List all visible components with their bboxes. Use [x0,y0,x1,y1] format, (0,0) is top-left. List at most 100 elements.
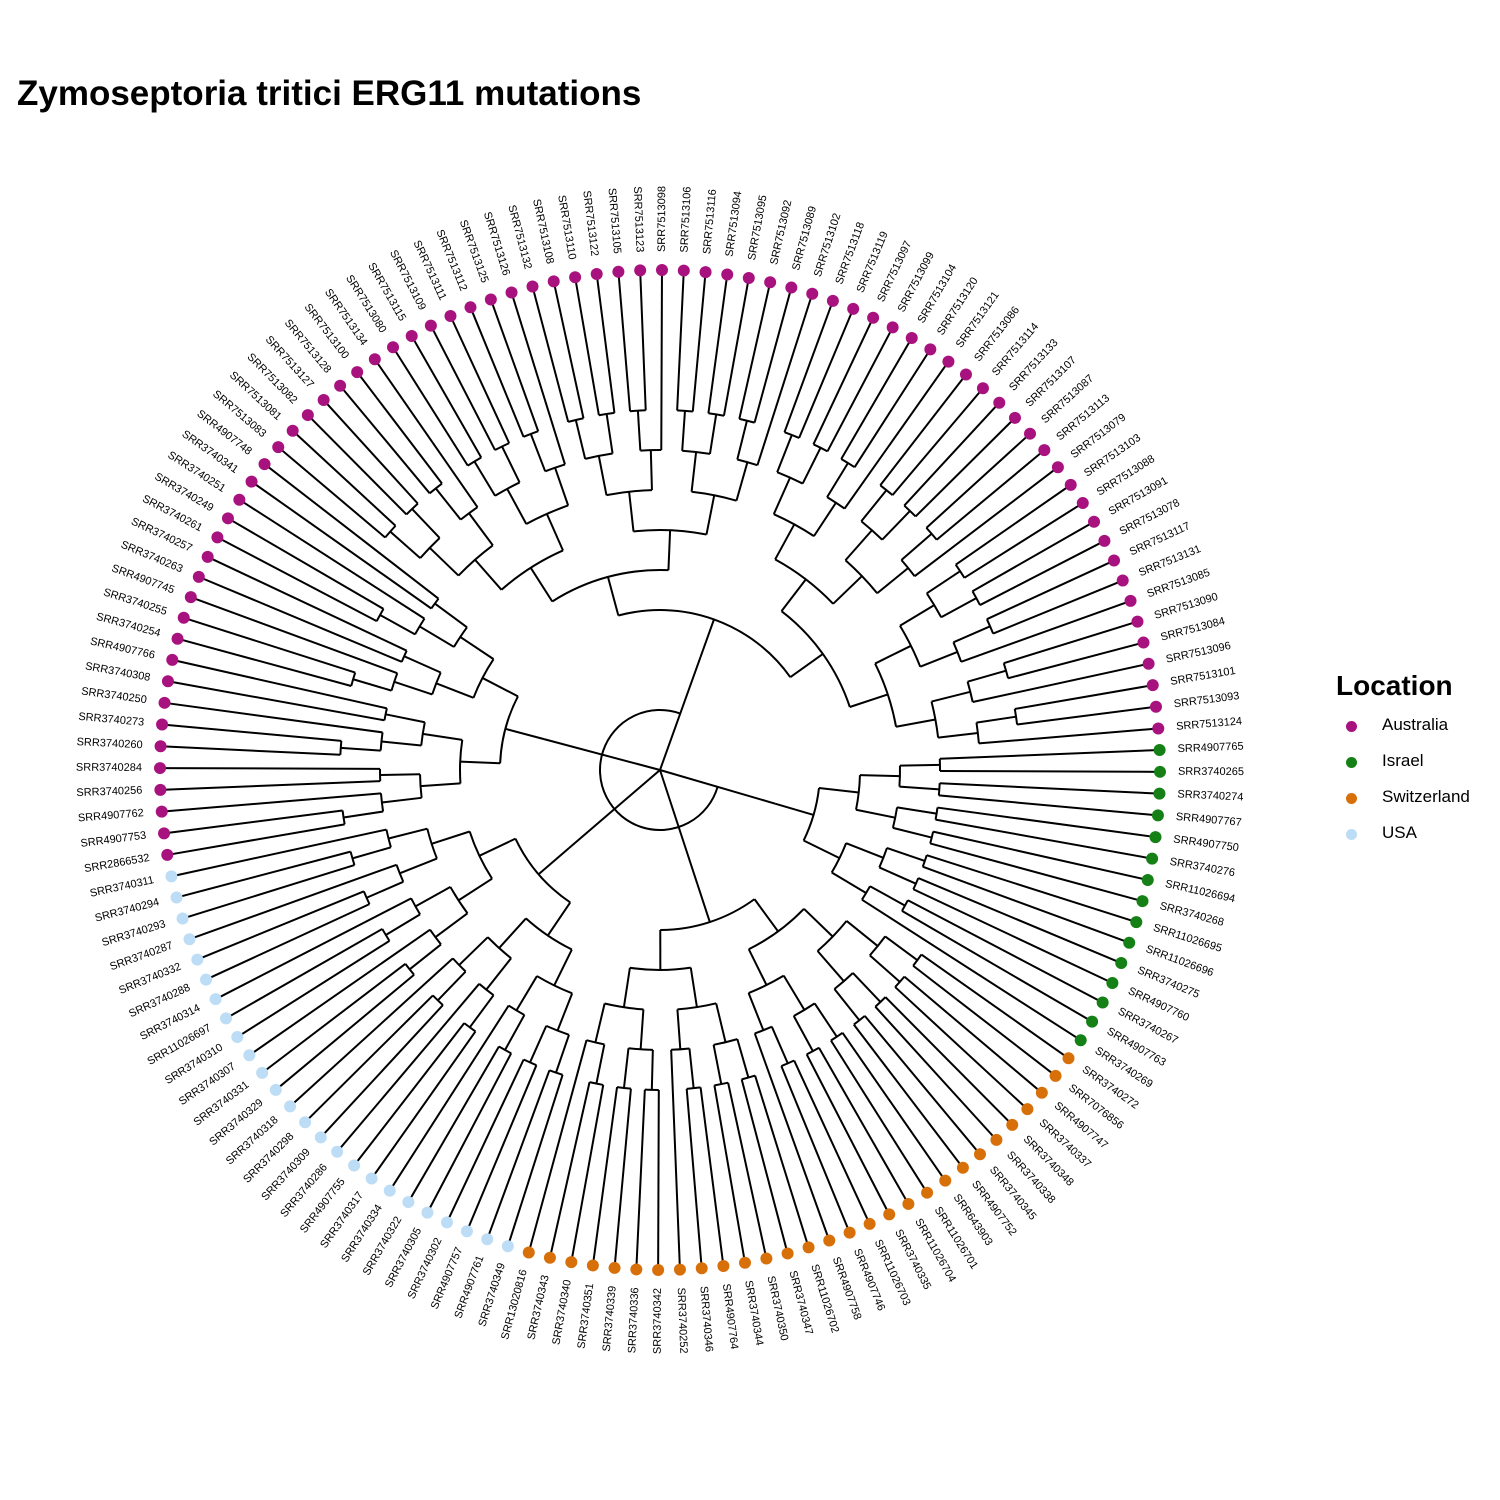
tip-point [1038,444,1051,457]
internal-branch [689,967,698,1008]
clade-arc [894,975,906,988]
tip-branch [925,432,1031,529]
internal-branch [385,713,425,724]
tip-branch [159,767,381,770]
tip-branch [753,287,793,423]
tip-point [243,1049,256,1062]
tip-label: SRR7513093 [1173,690,1240,710]
legend-item-australia: Australia [1336,712,1453,748]
tip-label: SRR11026694 [1164,878,1236,905]
clade-arc [523,1058,537,1067]
clade-arc [525,504,569,525]
tip-point [1074,1034,1087,1047]
tip-branch [489,299,540,432]
tip-branch [205,903,370,981]
tip-branch [738,282,772,420]
internal-branch [409,943,442,971]
tip-label: SRR3740343 [525,1274,551,1341]
internal-branch [554,467,570,506]
tip-point [272,441,285,454]
clade-arc [420,722,426,746]
tip-label: SRR3740252 [675,1287,690,1353]
internal-branch [690,451,698,492]
clade-arc [874,663,898,727]
clade-arc [349,851,356,866]
tip-branch [215,897,412,1001]
tip-point [764,276,777,289]
tip-branch [635,1089,646,1270]
tip-branch [446,1059,525,1223]
tip-label: SRR3740350 [764,1275,790,1342]
tip-point [154,740,167,753]
clade-arc [966,681,974,703]
internal-branch [860,489,888,522]
internal-branch [498,917,527,949]
tip-point [301,409,314,422]
internal-branch [379,614,416,636]
internal-branch [940,597,977,619]
internal-branch [792,1015,814,1052]
internal-branch [468,994,495,1028]
tip-point [959,368,972,381]
tip-branch [469,306,525,438]
clade-arc [589,1081,604,1086]
tip-branch [914,417,1016,518]
internal-branch [555,1034,570,1073]
tip-branch [853,1023,964,1169]
internal-branch [782,975,806,1011]
clade-arc [776,471,804,485]
internal-branch [437,970,467,1002]
internal-branch [852,972,882,1003]
clade-arc [874,996,887,1008]
tip-point [158,827,171,840]
tip-point [1049,1069,1062,1082]
tip-branch [167,680,385,722]
tip-label: SRR7513106 [679,186,694,253]
tip-point [1141,874,1154,887]
tip-branch [884,996,1013,1126]
tip-point [158,696,171,709]
legend-swatch-usa [1346,829,1357,840]
tip-point [184,591,197,604]
tip-point [526,280,539,293]
tip-branch [660,269,663,451]
tip-point [902,1197,915,1210]
tip-branch [912,888,1113,984]
legend-label-israel: Israel [1382,751,1424,770]
tip-point [314,1131,327,1144]
tip-point [823,1234,836,1247]
tip-label: SRR3740344 [742,1279,765,1346]
tip-point [921,1186,934,1199]
tip-point [269,1083,282,1096]
clade-arc [383,708,388,721]
tip-point [1064,478,1077,491]
tip-branch [388,1005,510,1192]
tip-point [191,953,204,966]
tip-point [334,379,347,392]
tip-branch [707,274,729,414]
tip-point [1152,722,1165,735]
tip-label: SRR7513101 [1169,665,1236,688]
tip-point [387,341,400,354]
tip-point [1108,554,1121,567]
tip-branch [920,953,1070,1060]
internal-branch [869,885,906,907]
tip-point [1035,1086,1048,1099]
tip-point [1149,700,1162,713]
internal-branch [708,414,718,455]
tip-branch [167,823,345,856]
internal-branch [874,644,912,665]
internal-branch [776,434,793,473]
tip-branch [917,877,1122,964]
clade-arc [404,963,415,976]
tip-point [286,424,299,437]
tip-branch [486,1069,551,1240]
internal-branch [816,950,845,982]
tip-point [161,675,174,688]
tip-branch [903,402,1001,507]
internal-branch [434,912,469,938]
tip-branch [922,865,1130,944]
tip-branch [972,662,1149,703]
clade-arc [545,1024,570,1036]
